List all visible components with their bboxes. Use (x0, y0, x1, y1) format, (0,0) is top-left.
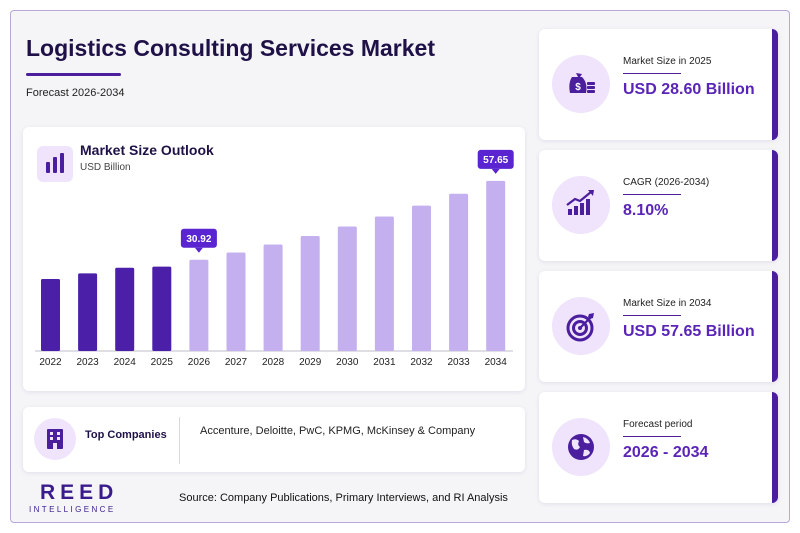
tick-label-2022: 2022 (39, 357, 62, 368)
kpi-card-market-2034: Market Size in 2034 USD 57.65 Billion (539, 271, 778, 382)
divider (179, 417, 180, 464)
kpi-divider (623, 436, 681, 437)
bar-2022 (41, 279, 60, 351)
companies-label: Top Companies (85, 429, 167, 441)
kpi-value: USD 28.60 Billion (623, 81, 755, 98)
bar-2023 (78, 273, 98, 351)
growth-chart-icon (552, 176, 610, 234)
kpi-value: 8.10% (623, 202, 669, 219)
chart-card: Market Size Outlook USD Billion 2022 2023… (23, 127, 525, 391)
tick-label-2034: 2034 (485, 357, 508, 368)
page-subtitle: Forecast 2026-2034 (26, 87, 125, 99)
data-label-pointer (491, 168, 500, 174)
companies-list: Accenture, Deloitte, PwC, KPMG, McKinsey… (200, 425, 476, 437)
data-label-box (477, 149, 514, 169)
bar-2034 (486, 180, 506, 351)
companies-card: Top Companies Accenture, Deloitte, PwC, … (23, 407, 525, 472)
data-label-box (180, 228, 217, 248)
money-bag-icon: $ (552, 55, 610, 113)
kpi-divider (623, 194, 681, 195)
tick-label-2029: 2029 (299, 357, 322, 368)
title-underline (26, 73, 121, 76)
chart-unit: USD Billion (80, 162, 131, 173)
bar-2024 (115, 267, 135, 351)
kpi-divider (623, 73, 681, 74)
source-note: Source: Company Publications, Primary In… (179, 492, 508, 504)
bar-chart: 2022 2023 2024 2025 2026 2027 2028 2029 2030 2031… (35, 149, 514, 368)
tick-label-2026: 2026 (188, 357, 211, 368)
kpi-divider (623, 315, 681, 316)
bar-2033 (449, 193, 469, 351)
tick-label-2032: 2032 (410, 357, 433, 368)
tick-label-2028: 2028 (262, 357, 285, 368)
bar-2030 (337, 226, 357, 351)
kpi-card-market-2025: $ Market Size in 2025 USD 28.60 Billion (539, 29, 778, 140)
kpi-card-forecast-period: Forecast period 2026 - 2034 (539, 392, 778, 503)
bar-2032 (412, 205, 431, 351)
tick-label-2025: 2025 (151, 357, 174, 368)
brand-tagline: INTELLIGENCE (29, 505, 116, 514)
data-label-2034: 57.65 (477, 149, 514, 174)
data-label-pointer (194, 247, 203, 253)
page-title: Logistics Consulting Services Market (26, 35, 436, 61)
kpi-label: Forecast period (623, 419, 693, 430)
data-label-2026: 30.92 (180, 228, 217, 253)
tick-label-2027: 2027 (225, 357, 248, 368)
building-icon (34, 418, 76, 460)
chart-title: Market Size Outlook (80, 142, 214, 158)
tick-label-2024: 2024 (114, 357, 137, 368)
kpi-value: USD 57.65 Billion (623, 323, 755, 340)
bar-2028 (263, 244, 283, 351)
bar-2029 (300, 235, 320, 351)
kpi-label: Market Size in 2025 (623, 56, 712, 67)
tick-label-2033: 2033 (447, 357, 470, 368)
target-icon (552, 297, 610, 355)
bar-2027 (226, 252, 246, 351)
kpi-value: 2026 - 2034 (623, 444, 709, 461)
data-label-text: 57.65 (483, 155, 508, 166)
tick-label-2023: 2023 (76, 357, 99, 368)
kpi-card-cagr: CAGR (2026-2034) 8.10% (539, 150, 778, 261)
tick-label-2030: 2030 (336, 357, 359, 368)
svg-text:$: $ (575, 82, 581, 93)
globe-icon (552, 418, 610, 476)
bar-chart-icon (37, 146, 73, 182)
kpi-label: CAGR (2026-2034) (623, 177, 710, 188)
tick-label-2031: 2031 (373, 357, 396, 368)
bar-2025 (152, 266, 172, 351)
kpi-label: Market Size in 2034 (623, 298, 712, 309)
bar-2026 (189, 259, 209, 351)
brand-logo: REED (40, 481, 119, 504)
bar-2031 (374, 216, 394, 351)
data-label-text: 30.92 (186, 234, 211, 245)
